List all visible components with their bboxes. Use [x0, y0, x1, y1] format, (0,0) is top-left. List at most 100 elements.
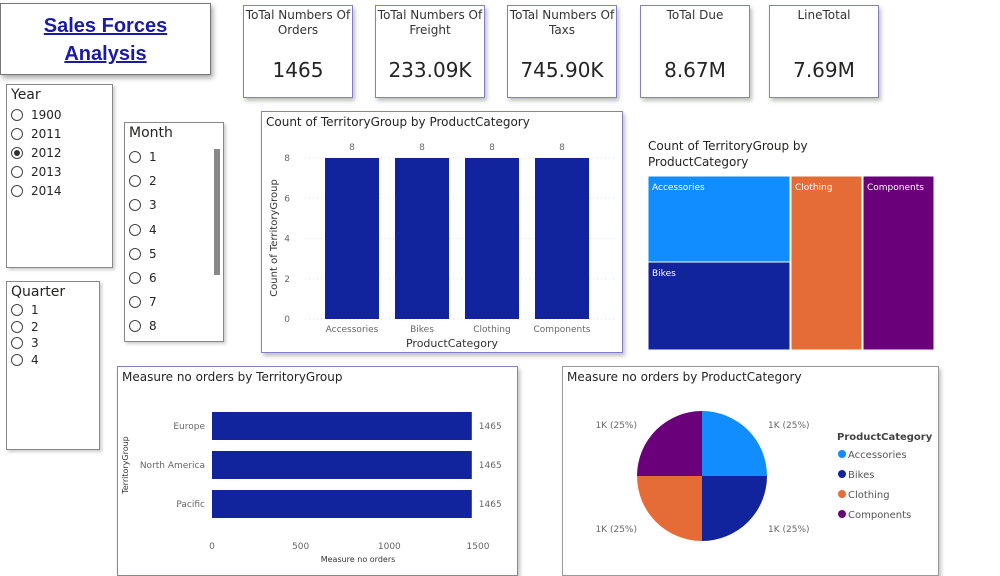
data-label: 8	[559, 143, 565, 153]
y-tick-label: 8	[284, 154, 290, 164]
year-slicer: Year 1900 2011 2012 2013 2014	[6, 84, 113, 268]
radio-icon[interactable]	[129, 247, 141, 260]
radio-icon[interactable]	[129, 296, 141, 309]
column-chart-svg: 0 2 4 6 8 8 Accessories 8 Bikes 8 Clothing 8 Compone…	[269, 143, 617, 350]
option-label: 7	[149, 295, 157, 310]
tile-label: Components	[867, 183, 924, 193]
report-title: Sales Forces Analysis	[0, 3, 211, 75]
option-label: 6	[149, 271, 157, 286]
y-tick-label: Pacific	[176, 500, 205, 510]
slicer-option[interactable]: 7	[125, 290, 223, 314]
y-axis-title: TerritoryGroup	[121, 436, 130, 495]
bar	[535, 158, 589, 319]
radio-icon[interactable]	[129, 199, 141, 212]
data-label: 1465	[479, 461, 502, 471]
kpi-card: LineTotal 7.69M	[769, 5, 879, 98]
data-label: 1465	[479, 500, 502, 510]
title-line-2: Analysis	[64, 43, 147, 65]
kpi-value: 233.09K	[388, 58, 472, 82]
option-label: 4	[31, 352, 39, 367]
radio-icon[interactable]	[129, 175, 141, 188]
treemap-tile	[862, 176, 935, 351]
radio-icon[interactable]	[11, 127, 23, 140]
bar	[465, 158, 519, 319]
slicer-option[interactable]: 5	[125, 242, 223, 266]
slicer-option[interactable]: 1900	[7, 105, 112, 124]
y-tick-label: Europe	[173, 422, 205, 432]
legend-title: ProductCategory	[837, 432, 933, 443]
option-label: 5	[149, 246, 157, 261]
slicer-option[interactable]: 3	[125, 193, 223, 217]
slicer-option[interactable]: 2	[125, 169, 223, 193]
radio-icon[interactable]	[11, 184, 23, 197]
slicer-title: Year	[11, 87, 41, 103]
bar-chart-svg: Europe 1465 North America 1465 Pacific 1465 0 5…	[121, 412, 502, 564]
data-label: 8	[419, 143, 425, 153]
x-axis-title: ProductCategory	[406, 337, 499, 350]
column-chart: Count of TerritoryGroup by ProductCatego…	[261, 111, 623, 353]
bar-chart: Measure no orders by TerritoryGroup Euro…	[117, 366, 518, 576]
radio-icon[interactable]	[11, 165, 23, 178]
radio-icon[interactable]	[11, 353, 23, 366]
option-label: 1900	[31, 107, 62, 122]
y-tick-label: 4	[284, 235, 290, 245]
slicer-option[interactable]: 8	[125, 314, 223, 338]
radio-icon[interactable]	[11, 108, 23, 121]
x-tick-label: Bikes	[410, 325, 434, 335]
kpi-card: ToTal Numbers Of Taxs 745.90K	[507, 5, 617, 98]
option-label: 2	[149, 174, 157, 189]
data-label: 1K (25%)	[768, 525, 810, 535]
radio-icon[interactable]	[11, 146, 23, 159]
kpi-value: 7.69M	[793, 58, 855, 82]
radio-icon[interactable]	[129, 223, 141, 236]
option-label: 3	[31, 336, 39, 351]
bar	[395, 158, 449, 319]
slicer-option[interactable]: 2013	[7, 162, 112, 181]
pie-chart-svg: 1K (25%) Accessories 1K (25%) Bikes 1K (25%)…	[595, 411, 933, 541]
kpi-label: ToTal Numbers Of Freight	[377, 8, 483, 37]
slicer-option[interactable]: 2012	[7, 143, 112, 162]
legend-item: Clothing	[848, 490, 890, 501]
scrollbar[interactable]	[214, 149, 220, 275]
kpi-label: ToTal Due	[666, 8, 724, 22]
tile-label: Bikes	[652, 269, 676, 279]
kpi-label: LineTotal	[797, 8, 851, 22]
data-label: 8	[349, 143, 355, 153]
kpi-value: 1465	[272, 58, 324, 82]
bar	[325, 158, 379, 319]
option-label: 1	[149, 150, 157, 165]
radio-icon[interactable]	[11, 304, 23, 317]
radio-icon[interactable]	[11, 337, 23, 350]
radio-icon[interactable]	[11, 320, 23, 333]
slicer-option[interactable]: 6	[125, 266, 223, 290]
pie-slice	[702, 411, 767, 476]
slicer-option[interactable]: 2011	[7, 124, 112, 143]
radio-icon[interactable]	[129, 272, 141, 285]
treemap: Accessories Bikes Clothing Components	[648, 176, 935, 351]
kpi-value: 8.67M	[664, 58, 726, 82]
legend-marker-icon	[838, 510, 846, 518]
radio-icon[interactable]	[129, 151, 141, 164]
x-tick-label: Accessories	[326, 325, 379, 335]
legend-item: Accessories	[848, 450, 907, 461]
slicer-option[interactable]: 1	[7, 302, 99, 319]
option-label: 2012	[31, 145, 62, 160]
slicer-option[interactable]: 3	[7, 335, 99, 352]
pie-slice	[637, 411, 702, 476]
chart-title: Measure no orders by ProductCategory	[567, 370, 802, 384]
x-tick-label: 1000	[378, 542, 401, 552]
y-axis-title: Count of TerritoryGroup	[269, 179, 280, 297]
slicer-option[interactable]: 4	[7, 352, 99, 369]
chart-title: Count of TerritoryGroup by ProductCatego…	[266, 115, 530, 129]
radio-icon[interactable]	[129, 320, 141, 333]
slicer-option[interactable]: 2	[7, 319, 99, 336]
x-tick-label: 500	[292, 542, 309, 552]
slicer-option[interactable]: 4	[125, 218, 223, 242]
data-label: 1K (25%)	[595, 421, 637, 431]
slicer-option[interactable]: 1	[125, 145, 223, 169]
slicer-option[interactable]: 2014	[7, 181, 112, 200]
pie-slice	[637, 476, 702, 541]
treemap-title: Count of TerritoryGroup by ProductCatego…	[648, 139, 808, 169]
chart-title: Measure no orders by TerritoryGroup	[122, 370, 343, 384]
